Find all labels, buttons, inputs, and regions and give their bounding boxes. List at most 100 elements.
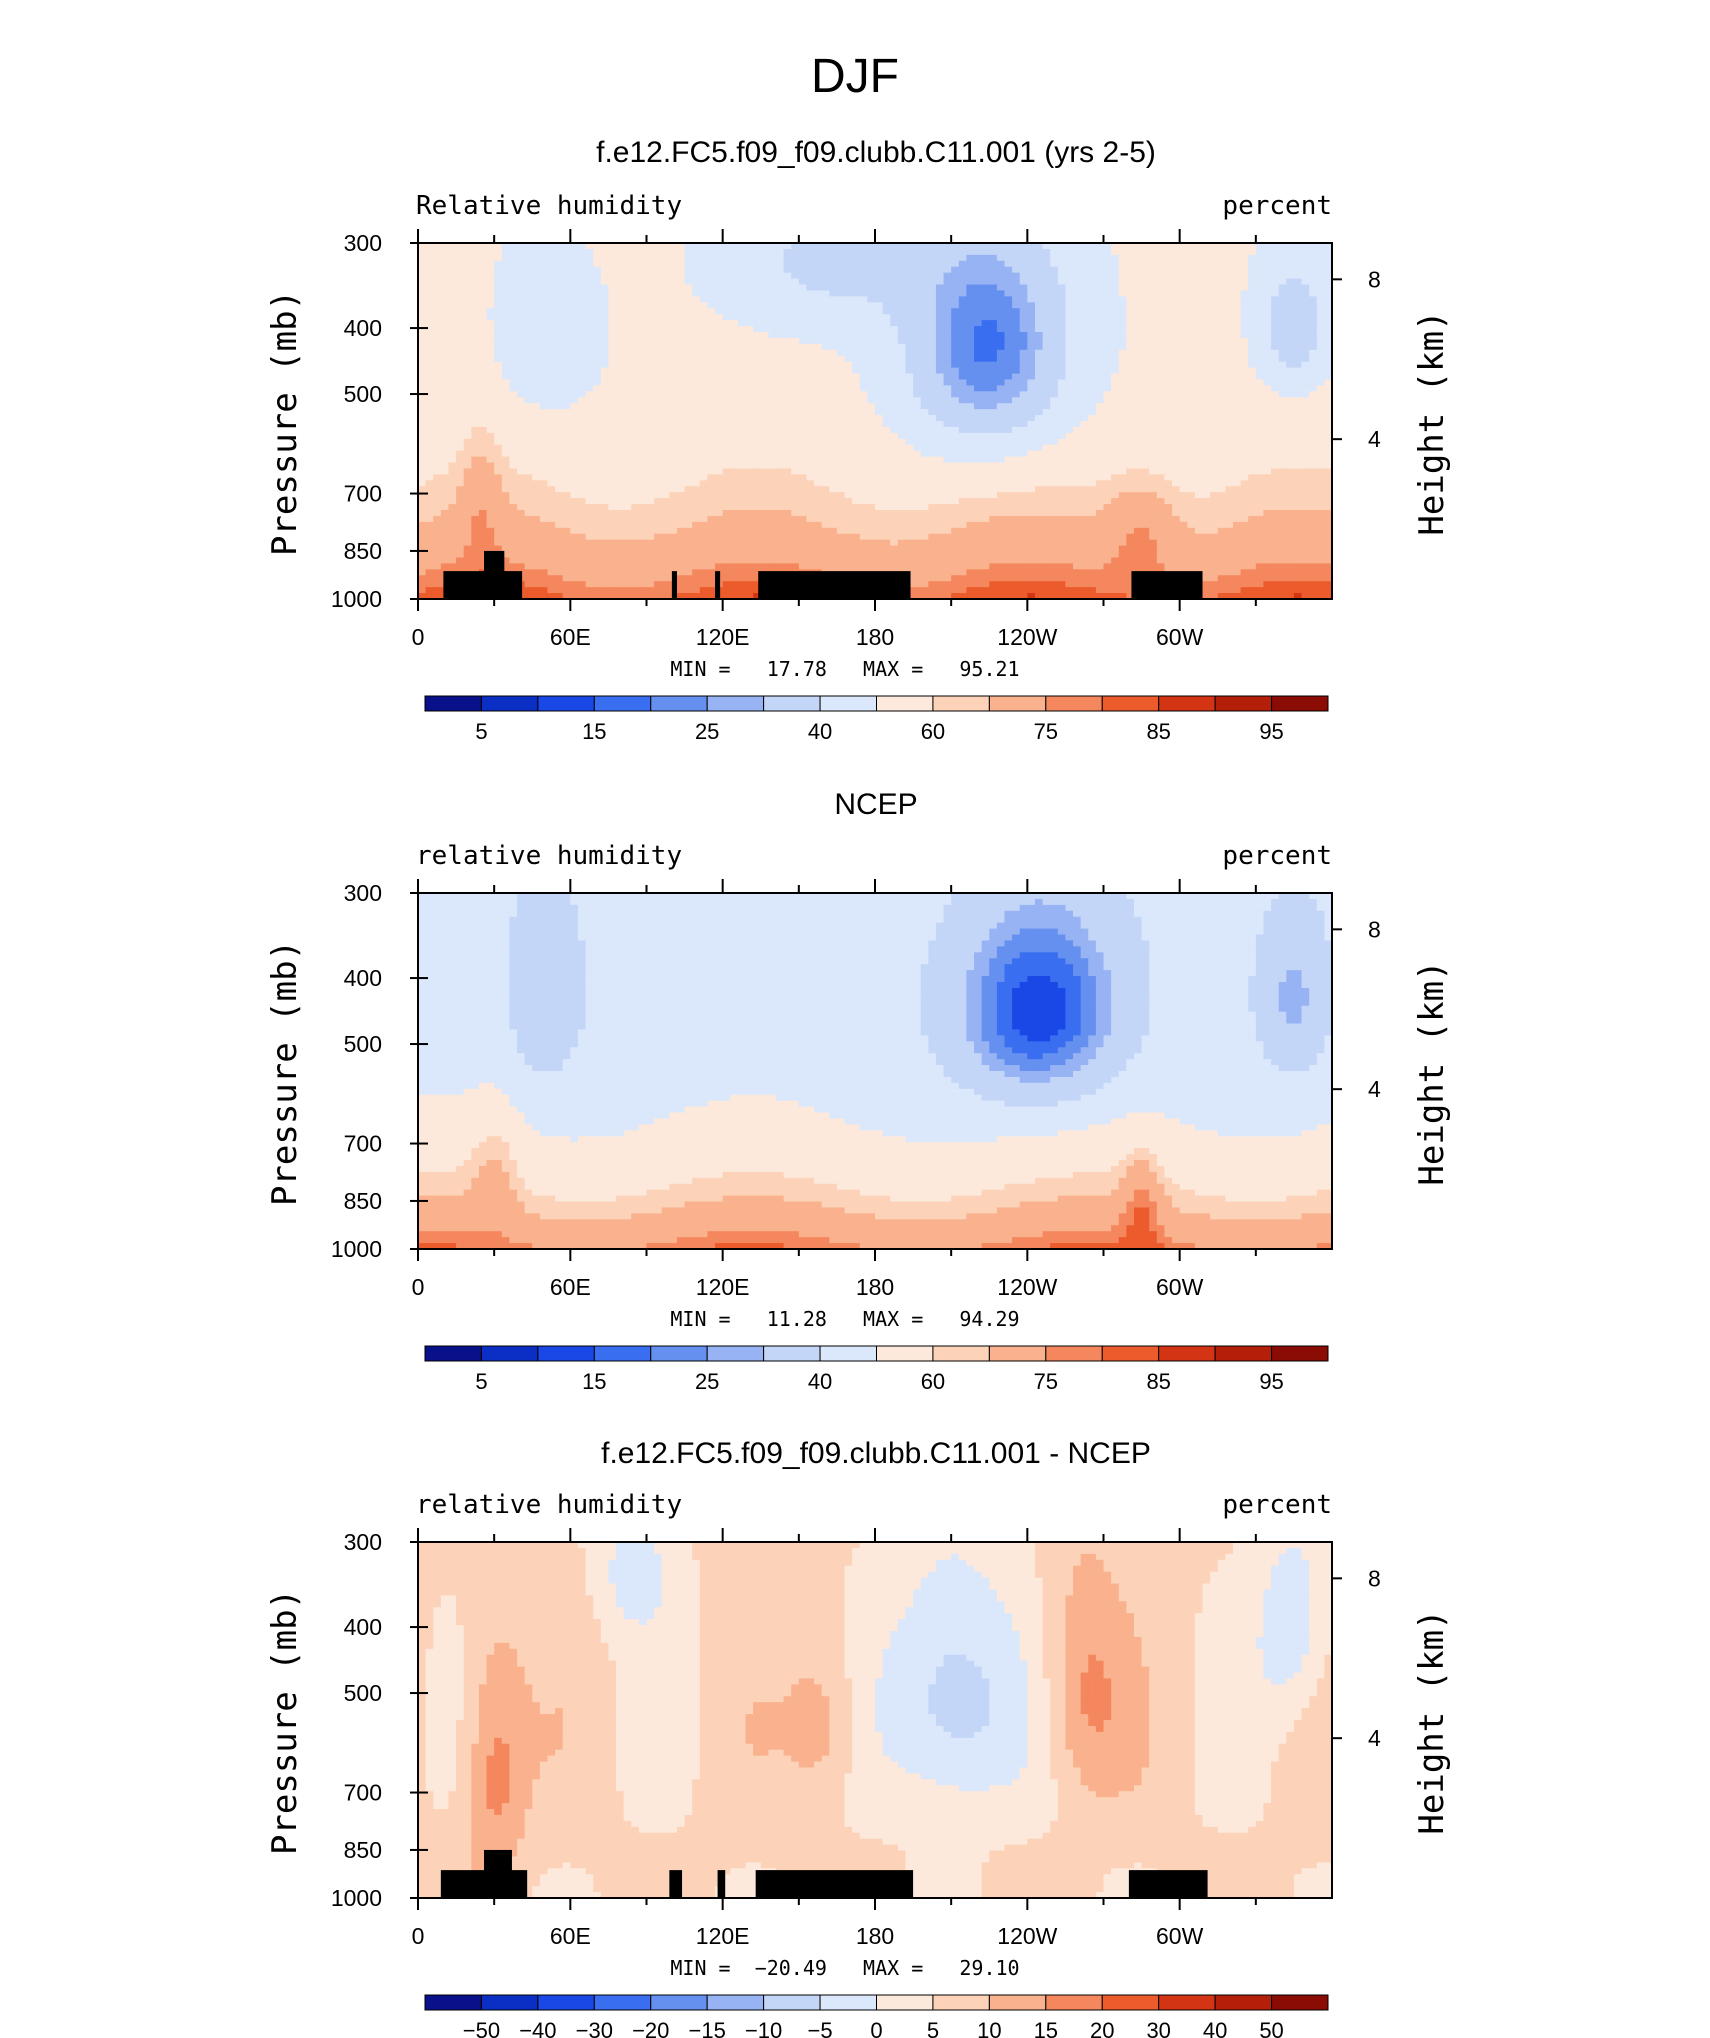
contour-cell xyxy=(646,415,655,422)
contour-cell xyxy=(1255,444,1265,452)
contour-cell xyxy=(951,426,960,434)
contour-cell xyxy=(1027,254,1036,262)
contour-cell xyxy=(593,474,602,481)
contour-cell xyxy=(859,456,868,464)
contour-cell xyxy=(593,260,602,268)
contour-cell xyxy=(1057,421,1067,428)
contour-cell xyxy=(593,314,602,321)
contour-cell xyxy=(425,349,434,357)
contour-cell xyxy=(753,326,762,333)
contour-cell xyxy=(1301,254,1310,262)
contour-cell xyxy=(753,266,762,274)
contour-cell xyxy=(1309,367,1318,375)
contour-cell xyxy=(669,403,678,410)
contour-cell xyxy=(463,391,472,398)
contour-cell xyxy=(646,326,655,333)
contour-cell xyxy=(943,278,952,286)
contour-cell xyxy=(1118,296,1127,303)
contour-cell xyxy=(1225,391,1234,398)
contour-cell xyxy=(1149,349,1158,357)
contour-cell xyxy=(966,450,975,458)
contour-cell xyxy=(471,397,480,404)
contour-cell xyxy=(1149,302,1158,309)
contour-cell xyxy=(989,266,998,274)
contour-cell xyxy=(1324,456,1333,464)
contour-cell xyxy=(1217,308,1226,315)
contour-cell xyxy=(966,349,975,357)
contour-cell xyxy=(775,415,785,422)
contour-cell xyxy=(1027,426,1036,434)
contour-cell xyxy=(692,450,701,458)
contour-cell xyxy=(852,296,861,303)
contour-cell xyxy=(638,444,648,452)
contour-cell xyxy=(882,337,891,345)
contour-cell xyxy=(974,326,983,333)
contour-cell xyxy=(494,450,503,458)
contour-cell xyxy=(730,385,739,392)
contour-cell xyxy=(1316,314,1325,321)
contour-cell xyxy=(440,308,450,315)
contour-cell xyxy=(1316,379,1325,386)
contour-cell xyxy=(1187,284,1196,292)
contour-cell xyxy=(1301,468,1310,475)
contour-cell xyxy=(638,486,648,493)
contour-cell xyxy=(1194,474,1204,481)
contour-cell xyxy=(486,278,495,286)
contour-cell xyxy=(692,260,701,268)
contour-cell xyxy=(676,302,686,309)
contour-cell xyxy=(1324,450,1333,458)
contour-cell xyxy=(806,296,815,303)
contour-cell xyxy=(555,296,564,303)
contour-cell xyxy=(1293,326,1303,333)
contour-cell xyxy=(425,284,434,292)
contour-cell xyxy=(875,248,884,256)
contour-cell xyxy=(821,308,830,315)
contour-cell xyxy=(1004,343,1013,351)
contour-cell xyxy=(1057,349,1067,357)
contour-cell xyxy=(875,432,884,440)
contour-cell xyxy=(1073,444,1082,452)
contour-cell xyxy=(1309,474,1318,481)
contour-cell xyxy=(951,243,960,250)
contour-cell xyxy=(1088,266,1097,274)
contour-cell xyxy=(1103,456,1112,464)
contour-cell xyxy=(951,254,960,262)
contour-cell xyxy=(631,314,640,321)
contour-cell xyxy=(1194,332,1204,339)
contour-cell xyxy=(852,337,861,345)
contour-cell xyxy=(890,260,899,268)
contour-cell xyxy=(1286,284,1295,292)
contour-cell xyxy=(418,266,427,274)
contour-cell xyxy=(425,468,434,475)
contour-cell xyxy=(905,308,914,315)
contour-cell xyxy=(1141,284,1150,292)
contour-cell xyxy=(654,474,663,481)
contour-cell xyxy=(1293,254,1303,262)
contour-cell xyxy=(577,403,587,410)
contour-cell xyxy=(1149,272,1158,280)
contour-cell xyxy=(791,302,800,309)
contour-cell xyxy=(1057,426,1067,434)
contour-cell xyxy=(905,391,914,398)
contour-cell xyxy=(555,337,564,345)
contour-cell xyxy=(1225,444,1234,452)
contour-cell xyxy=(684,290,693,297)
contour-cell xyxy=(1217,426,1226,434)
contour-cell xyxy=(791,343,800,351)
contour-cell xyxy=(456,444,465,452)
contour-cell xyxy=(1118,450,1127,458)
contour-cell xyxy=(539,391,549,398)
contour-cell xyxy=(1012,266,1021,274)
contour-cell xyxy=(1210,367,1219,375)
contour-cell xyxy=(753,373,762,381)
contour-cell xyxy=(570,403,579,410)
contour-cell xyxy=(509,349,518,357)
contour-cell xyxy=(1316,332,1325,339)
contour-cell xyxy=(676,266,686,274)
contour-cell xyxy=(692,337,701,345)
contour-cell xyxy=(501,343,510,351)
contour-cell xyxy=(1286,290,1295,297)
contour-cell xyxy=(1111,308,1120,315)
contour-cell xyxy=(562,296,571,303)
contour-cell xyxy=(676,409,686,416)
